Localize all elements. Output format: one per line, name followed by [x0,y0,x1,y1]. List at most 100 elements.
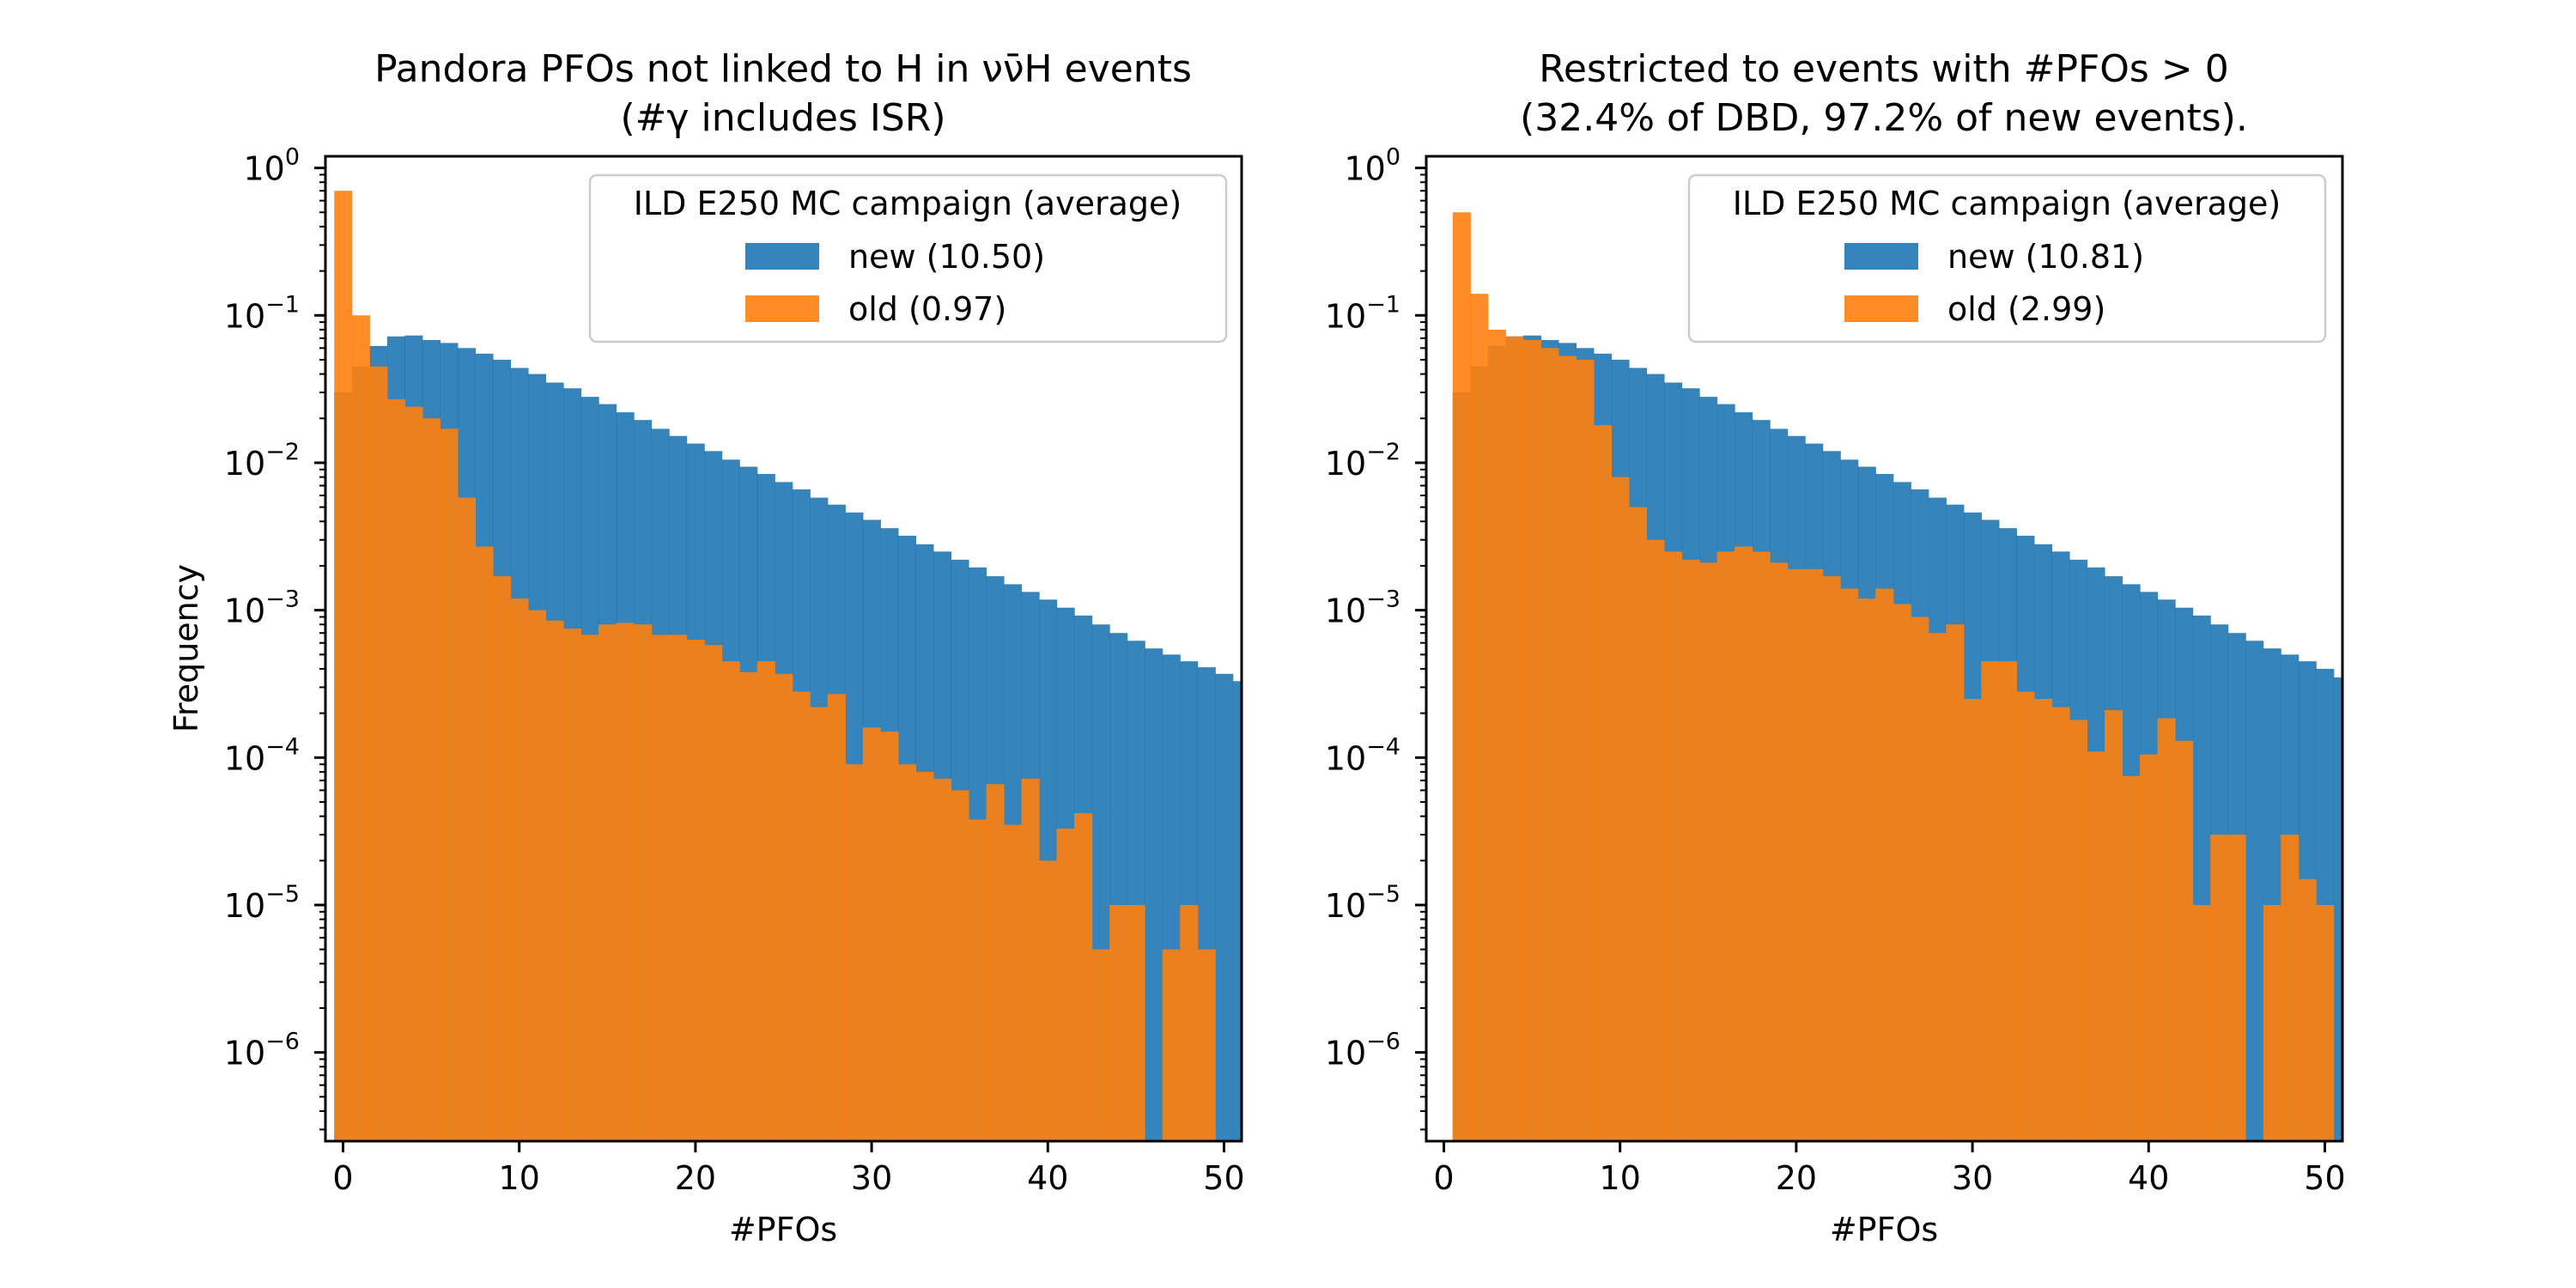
right-bar-1-33 [2033,698,2053,1141]
left-x-tick-label-40: 40 [1027,1159,1068,1197]
left-bar-1-25 [775,673,793,1141]
right-bar-1-48 [2298,878,2317,1141]
right-bar-1-6 [1558,355,1577,1142]
right-series-1 [1452,212,2335,1142]
left-y-tick-label-2: 10−2 [224,439,300,483]
right-bar-1-31 [1998,661,2017,1141]
right-bar-1-12 [1664,551,1683,1141]
right-bar-1-9 [1611,477,1630,1141]
right-chart-x-axis-label: #PFOs [1830,1211,1938,1249]
left-bar-1-15 [598,624,617,1141]
left-bar-1-4 [404,406,423,1141]
right-bar-0-50 [2333,677,2343,1141]
left-bar-1-39 [1021,778,1040,1141]
left-bar-1-22 [721,661,740,1141]
right-bar-1-26 [1911,617,1929,1141]
left-chart-title-line-1: Pandora PFOs not linked to H in νν̄H eve… [374,47,1192,91]
left-bar-1-27 [810,707,829,1141]
left-bar-1-36 [968,819,987,1141]
left-chart-legend: ILD E250 MC campaign (average) new (10.5… [588,173,1228,343]
right-bar-1-23 [1857,598,1876,1141]
left-chart-y-axis-label: Frequency [167,564,205,732]
right-chart-legend-title: ILD E250 MC campaign (average) [1733,185,2281,222]
right-y-tick-label-4: 10−4 [1325,733,1400,777]
right-chart-legend-entry-new: new (10.81) [1947,238,2144,276]
left-bar-1-19 [669,635,688,1141]
left-x-tick-label-50: 50 [1203,1159,1244,1197]
left-bar-1-30 [862,727,881,1141]
left-bar-1-11 [527,610,547,1141]
left-bar-1-17 [634,624,653,1141]
right-bar-1-2 [1487,329,1506,1141]
left-bar-1-47 [1162,949,1181,1141]
right-bar-1-40 [2157,718,2176,1141]
right-x-tick-label-50: 50 [2304,1159,2345,1197]
left-y-tick-label-4: 10−4 [224,733,300,777]
left-bar-1-37 [986,784,1005,1141]
left-x-tick-label-10: 10 [499,1159,540,1197]
left-bar-1-32 [897,764,916,1141]
right-bar-1-19 [1787,568,1806,1141]
left-bar-1-24 [756,661,775,1141]
left-bar-0-51 [1232,681,1242,1141]
left-bar-1-1 [351,315,370,1141]
left-x-tick-label-0: 0 [332,1159,353,1197]
left-y-tick-label-6: 10−6 [224,1029,300,1072]
left-bar-1-3 [386,398,405,1141]
right-y-tick-label-2: 10−2 [1325,439,1400,483]
left-bar-1-18 [651,635,670,1141]
right-y-tick-label-5: 10−5 [1325,881,1400,925]
right-bar-1-11 [1646,539,1665,1141]
right-bar-1-1 [1470,294,1489,1141]
right-x-tick-label-0: 0 [1433,1159,1454,1197]
left-y-tick-label-0: 100 [243,144,300,188]
left-chart-y-axis: 100 10−1 10−2 10−3 10−4 10−5 10−6 [224,144,325,1131]
left-bar-1-34 [933,778,952,1141]
left-bar-1-10 [510,598,529,1141]
left-x-tick-label-30: 30 [851,1159,892,1197]
right-bar-1-29 [1963,698,1982,1141]
right-chart: Restricted to events with #PFOs > 0 (32.… [1325,47,2346,1249]
right-y-tick-label-1: 10−1 [1325,291,1400,335]
left-chart-legend-swatch-new [745,243,819,270]
left-bar-1-21 [704,645,723,1141]
left-chart: Pandora PFOs not linked to H in νν̄H eve… [167,47,1245,1249]
right-chart-y-axis: 100 10−1 10−2 10−3 10−4 10−5 10−6 [1325,144,1426,1131]
right-bar-1-10 [1628,507,1648,1141]
right-bar-1-21 [1822,576,1841,1141]
right-x-tick-label-20: 20 [1776,1159,1817,1197]
right-bar-1-38 [2122,775,2141,1141]
right-bar-1-30 [1981,661,2000,1141]
right-bar-1-37 [2104,709,2123,1141]
right-bar-1-14 [1699,562,1718,1141]
right-bar-1-3 [1505,336,1524,1141]
left-bar-0-50 [1215,673,1234,1141]
left-chart-title-line-2: (#γ includes ISR) [620,96,945,140]
right-y-tick-label-6: 10−6 [1325,1029,1400,1072]
right-bar-1-34 [2051,707,2070,1141]
right-y-tick-label-0: 100 [1344,144,1400,188]
right-chart-title-line-1: Restricted to events with #PFOs > 0 [1539,47,2228,91]
left-bar-1-23 [739,671,758,1141]
right-bar-1-7 [1576,359,1595,1141]
left-y-tick-label-5: 10−5 [224,881,300,925]
right-bar-1-47 [2281,835,2300,1141]
right-bar-1-28 [1946,624,1965,1141]
right-bar-1-39 [2140,754,2159,1141]
left-bar-1-16 [616,623,635,1141]
left-bar-1-35 [951,790,969,1141]
right-bar-1-13 [1681,559,1700,1141]
left-chart-legend-swatch-old [745,295,819,322]
left-chart-plot-frame [324,155,1243,1143]
right-chart-legend: ILD E250 MC campaign (average) new (10.8… [1687,173,2327,343]
right-chart-plot-frame [1425,155,2344,1143]
right-bar-1-35 [2069,720,2088,1141]
right-bar-1-43 [2210,835,2229,1141]
right-bar-1-44 [2227,835,2246,1141]
right-bar-1-20 [1805,568,1824,1141]
left-chart-x-axis: 0 10 20 30 40 50 [332,1141,1245,1197]
left-bar-1-29 [845,764,864,1141]
right-chart-bars [1452,212,2343,1142]
right-x-tick-label-10: 10 [1600,1159,1641,1197]
